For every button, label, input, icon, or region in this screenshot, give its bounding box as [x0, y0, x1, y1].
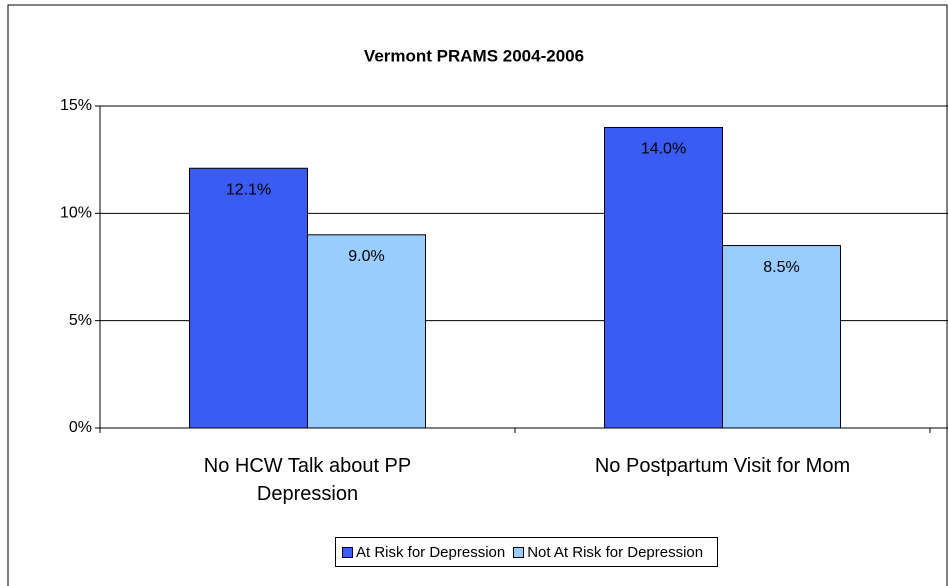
bar: [189, 167, 308, 429]
legend-label: At Risk for Depression: [356, 543, 506, 561]
legend-swatch: [513, 546, 525, 558]
data-label: 8.5%: [763, 259, 799, 276]
data-label: 12.1%: [226, 181, 271, 198]
y-tick-label: 0%: [69, 419, 92, 436]
y-tick-label: 5%: [69, 312, 92, 329]
legend-item: Not At Risk for Depression: [513, 544, 703, 561]
y-tick-label: 15%: [60, 97, 92, 114]
bar: [604, 126, 723, 429]
legend: At Risk for Depression Not At Risk for De…: [335, 537, 719, 567]
chart-title: Vermont PRAMS 2004-2006: [364, 46, 584, 65]
legend-swatch: [342, 546, 353, 558]
data-label: 9.0%: [348, 248, 384, 265]
x-tick-label: No Postpartum Visit for Mom: [594, 455, 851, 477]
bar: [307, 234, 426, 429]
legend-item: At Risk for Depression: [342, 544, 505, 561]
x-tick-label: No HCW Talk about PP Depression: [203, 455, 412, 505]
legend-label: Not At Risk for Depression: [527, 543, 704, 561]
y-tick-label: 10%: [60, 205, 92, 222]
data-label: 14.0%: [641, 141, 686, 158]
